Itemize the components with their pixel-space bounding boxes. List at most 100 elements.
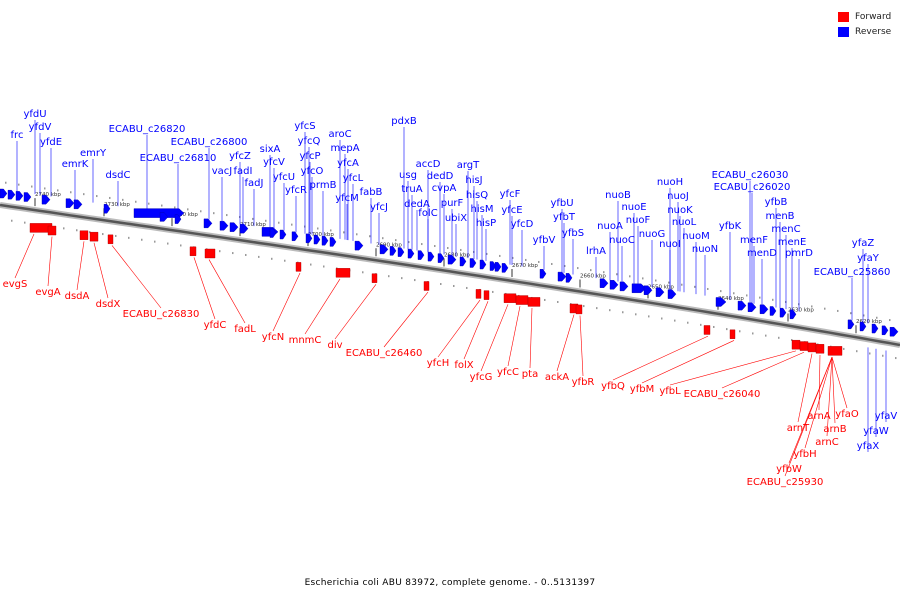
gene-arrows: [0, 188, 899, 356]
forward-gene-label: yfcH: [427, 358, 449, 369]
track-dot: [395, 239, 397, 242]
track-dot: [76, 229, 78, 232]
forward-gene-label: folX: [454, 360, 473, 371]
reverse-gene-arrow: [291, 231, 299, 241]
track-dot: [622, 311, 624, 314]
track-dot: [791, 339, 793, 342]
forward-gene-arrow: [527, 297, 541, 307]
track-dot: [863, 314, 865, 317]
track-dot: [512, 256, 514, 259]
reverse-gene-label: yfaZ: [852, 238, 875, 249]
reverse-gene-label: dedD: [427, 171, 454, 182]
track-dot: [564, 265, 566, 268]
reverse-gene-label: ubiX: [445, 213, 467, 224]
reverse-gene-label: mepA: [330, 143, 359, 154]
track-dot: [824, 307, 826, 310]
forward-gene-label: yfbH: [793, 449, 816, 460]
reverse-gene-arrow: [494, 262, 502, 272]
track-dot: [746, 294, 748, 297]
leader-line: [579, 315, 584, 377]
track-dot: [161, 204, 163, 207]
reverse-gene-label: nuoC: [609, 235, 635, 246]
track-dot: [401, 277, 403, 280]
forward-gene-label: dsdA: [65, 291, 90, 302]
forward-gene-label: arnC: [815, 437, 838, 448]
reverse-gene-arrow: [667, 289, 677, 299]
forward-gene-label: pta: [522, 369, 538, 380]
reverse-gene-label: yfaV: [875, 411, 898, 422]
track-dot: [499, 254, 501, 257]
reverse-gene-label: menD: [747, 248, 777, 259]
leader-line: [47, 236, 53, 287]
forward-gene-arrow: [475, 289, 482, 299]
reverse-gene-label: prmB: [310, 180, 337, 191]
track-dot: [31, 185, 33, 188]
reverse-gene-label: nuoE: [621, 202, 646, 213]
reverse-gene-label: yfaW: [863, 426, 889, 437]
track-dot: [447, 246, 449, 249]
reverse-gene-label: ECABU_c26800: [171, 137, 248, 148]
forward-gene-arrow: [335, 268, 351, 278]
reverse-gene-arrow: [489, 261, 497, 271]
forward-gene-arrow: [827, 346, 843, 356]
track-dot: [187, 208, 189, 211]
track-dot: [408, 241, 410, 244]
track-dot: [83, 193, 85, 196]
reverse-gene-label: yfcU: [273, 172, 295, 183]
reverse-gene-label: ECABU_c25860: [814, 267, 891, 278]
track-dot: [700, 323, 702, 326]
reverse-gene-label: yfcJ: [370, 202, 388, 213]
track-dot: [466, 286, 468, 289]
track-dot: [635, 313, 637, 316]
tick-label: 2650 kbp: [648, 284, 674, 290]
reverse-gene-arrow: [305, 233, 313, 244]
track-dot: [544, 298, 546, 301]
tick-label: 2630 kbp: [788, 308, 814, 314]
track-dot: [759, 296, 761, 299]
leader-line: [76, 241, 85, 291]
reverse-gene-label: nuoM: [682, 231, 709, 242]
reverse-gene-arrow: [747, 302, 757, 312]
track-dot: [577, 267, 579, 270]
reverse-gene-label: yfaY: [857, 253, 880, 264]
reverse-gene-label: menF: [740, 235, 768, 246]
reverse-gene-arrow: [427, 251, 435, 262]
track-dot: [382, 237, 384, 240]
forward-gene-label: ECABU_c26040: [684, 389, 761, 400]
track-dot: [525, 258, 527, 261]
leader-line: [193, 257, 216, 320]
forward-gene-arrow: [79, 230, 89, 240]
tick-label: 2740 kbp: [35, 192, 61, 198]
reverse-gene-arrow: [65, 198, 75, 208]
reverse-gene-label: purF: [441, 198, 464, 209]
reverse-gene-arrow: [354, 240, 364, 251]
reverse-gene-arrow: [881, 325, 889, 336]
track-dot: [18, 183, 20, 186]
reverse-gene-arrow: [379, 244, 389, 255]
leader-line: [721, 351, 805, 389]
track-dot: [200, 210, 202, 213]
track-dot: [245, 253, 247, 256]
reverse-gene-arrow: [203, 218, 213, 229]
reverse-gene-label: fabB: [360, 187, 383, 198]
tick-label: 2680 kbp: [444, 253, 470, 259]
reverse-gene-arrow: [715, 297, 727, 307]
forward-gene-label: ECABU_c26830: [123, 309, 200, 320]
track-dot: [713, 325, 715, 328]
track-dot: [889, 319, 891, 322]
forward-gene-label: yfcC: [497, 367, 519, 378]
forward-gene-arrow: [515, 295, 529, 305]
track-dot: [44, 187, 46, 190]
track-dot: [720, 290, 722, 293]
track-dot: [596, 307, 598, 310]
track-dot: [213, 212, 215, 215]
forward-gene-arrow: [575, 304, 583, 315]
track-dot: [232, 252, 234, 255]
reverse-gene-arrow: [469, 258, 477, 268]
forward-gene-arrow: [107, 234, 114, 245]
leader-line: [111, 245, 162, 309]
reverse-gene-arrow: [437, 253, 445, 263]
reverse-gene-label: aroC: [328, 129, 351, 140]
forward-gene-label: div: [327, 340, 342, 351]
